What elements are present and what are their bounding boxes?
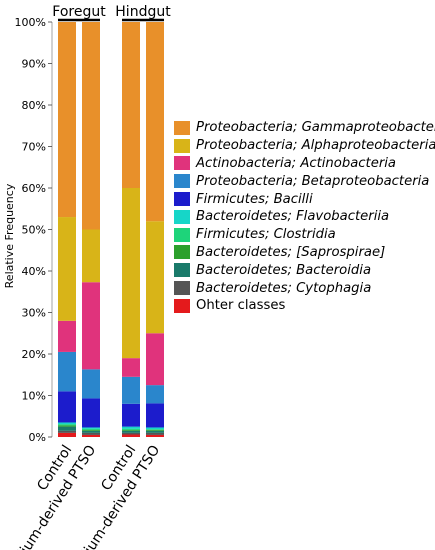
group-headers: Foregut Hindgut bbox=[52, 4, 171, 22]
bar-segment bbox=[122, 430, 140, 433]
legend-item: Proteobacteria; Alphaproteobacteria bbox=[174, 137, 435, 155]
bar-segment bbox=[58, 22, 76, 218]
bar-segment bbox=[58, 320, 76, 352]
legend-swatch bbox=[174, 263, 190, 278]
legend-swatch bbox=[174, 227, 190, 242]
legend-item: Firmicutes; Bacilli bbox=[174, 190, 435, 208]
bar-segment bbox=[146, 430, 164, 433]
bar-segment bbox=[122, 429, 140, 431]
legend-label: Bacteroidetes; [Saprospirae] bbox=[196, 244, 386, 260]
y-tick-label: 80% bbox=[22, 99, 46, 112]
bar-segment bbox=[146, 403, 164, 428]
bar-segment bbox=[82, 398, 100, 428]
bar-segment bbox=[146, 221, 164, 334]
bar-segment bbox=[82, 282, 100, 370]
legend-item: Bacteroidetes; [Saprospirae] bbox=[174, 244, 435, 262]
bar-segment bbox=[58, 426, 76, 431]
bar-segment bbox=[122, 426, 140, 429]
y-tick-label: 70% bbox=[22, 141, 46, 154]
bar-segment bbox=[146, 22, 164, 222]
legend-swatch bbox=[174, 174, 190, 189]
legend-swatch bbox=[174, 120, 190, 135]
legend-label: Bacteroidetes; Flavobacteriia bbox=[196, 209, 390, 225]
bar-segment bbox=[58, 425, 76, 427]
legend-label: Ohter classes bbox=[196, 298, 286, 314]
bar-segment bbox=[82, 428, 100, 430]
legend: Proteobacteria; Gammaproteobacteria Prote… bbox=[174, 119, 435, 315]
bar-segment bbox=[146, 385, 164, 404]
bar-segment bbox=[82, 427, 100, 429]
legend-swatch bbox=[174, 281, 190, 296]
legend-item: Bacteroidetes; Cytophagia bbox=[174, 279, 435, 297]
bar-segment bbox=[58, 391, 76, 423]
legend-item: Proteobacteria; Gammaproteobacteria bbox=[174, 119, 435, 137]
y-tick-label: 0% bbox=[29, 431, 46, 444]
legend-label: Proteobacteria; Gammaproteobacteria bbox=[196, 120, 435, 136]
y-tick-label: 10% bbox=[22, 390, 46, 403]
bars bbox=[58, 22, 164, 437]
legend-item: Bacteroidetes; Flavobacteriia bbox=[174, 208, 435, 226]
y-tick-label: 50% bbox=[22, 224, 46, 237]
group-label: Hindgut bbox=[115, 4, 171, 20]
legend-label: Proteobacteria; Alphaproteobacteria bbox=[196, 138, 435, 154]
legend-item: Actinobacteria; Actinobacteria bbox=[174, 155, 435, 173]
legend-swatch bbox=[174, 209, 190, 224]
bar-segment bbox=[82, 429, 100, 431]
y-tick-label: 20% bbox=[22, 348, 46, 361]
bar-segment bbox=[146, 429, 164, 431]
y-tick-label: 90% bbox=[22, 58, 46, 71]
bar-segment bbox=[122, 403, 140, 427]
legend-swatch bbox=[174, 156, 190, 171]
legend-item: Firmicutes; Clostridia bbox=[174, 226, 435, 244]
bar-segment bbox=[146, 434, 164, 437]
bar-segment bbox=[146, 429, 164, 430]
bar-segment bbox=[58, 422, 76, 425]
bar-segment bbox=[58, 217, 76, 321]
bar-segment bbox=[122, 376, 140, 404]
legend-label: Bacteroidetes; Bacteroidia bbox=[196, 262, 372, 278]
bar-segment bbox=[146, 333, 164, 386]
bar-segment bbox=[58, 351, 76, 392]
bar-segment bbox=[122, 428, 140, 430]
legend-label: Firmicutes; Clostridia bbox=[196, 227, 336, 243]
bar-segment bbox=[82, 434, 100, 437]
legend-swatch bbox=[174, 298, 190, 313]
group-label: Foregut bbox=[52, 4, 106, 20]
legend-item: Proteobacteria; Betaproteobacteria bbox=[174, 172, 435, 190]
legend-swatch bbox=[174, 192, 190, 207]
legend-label: Firmicutes; Bacilli bbox=[196, 191, 313, 207]
bar-segment bbox=[82, 229, 100, 283]
y-axis-ticks: 0% 10% 20% 30% 40% 50% 60% 70% 80% 90% 100% bbox=[15, 16, 53, 444]
bar-segment bbox=[146, 432, 164, 435]
legend-swatch bbox=[174, 138, 190, 153]
y-axis-label: Relative Frequency bbox=[3, 183, 16, 288]
bar-segment bbox=[146, 427, 164, 430]
legend-label: Proteobacteria; Betaproteobacteria bbox=[196, 173, 430, 189]
bar-segment bbox=[58, 432, 76, 437]
legend-label: Actinobacteria; Actinobacteria bbox=[196, 155, 397, 171]
bar-segment bbox=[58, 424, 76, 426]
legend-item: Bacteroidetes; Bacteroidia bbox=[174, 261, 435, 279]
y-tick-label: 30% bbox=[22, 307, 46, 320]
bar-segment bbox=[58, 430, 76, 433]
bar-segment bbox=[122, 358, 140, 377]
bar-segment bbox=[122, 188, 140, 359]
legend-swatch bbox=[174, 245, 190, 260]
bar-segment bbox=[122, 432, 140, 435]
y-tick-label: 100% bbox=[15, 16, 46, 29]
bar-segment bbox=[82, 430, 100, 433]
legend-label: Bacteroidetes; Cytophagia bbox=[196, 280, 372, 296]
y-tick-label: 60% bbox=[22, 182, 46, 195]
y-tick-label: 40% bbox=[22, 265, 46, 278]
bar-segment bbox=[82, 22, 100, 230]
bar-segment bbox=[122, 434, 140, 437]
legend-item: Ohter classes bbox=[174, 297, 435, 315]
bar-segment bbox=[82, 432, 100, 435]
bar-segment bbox=[122, 22, 140, 188]
bar-segment bbox=[82, 369, 100, 399]
